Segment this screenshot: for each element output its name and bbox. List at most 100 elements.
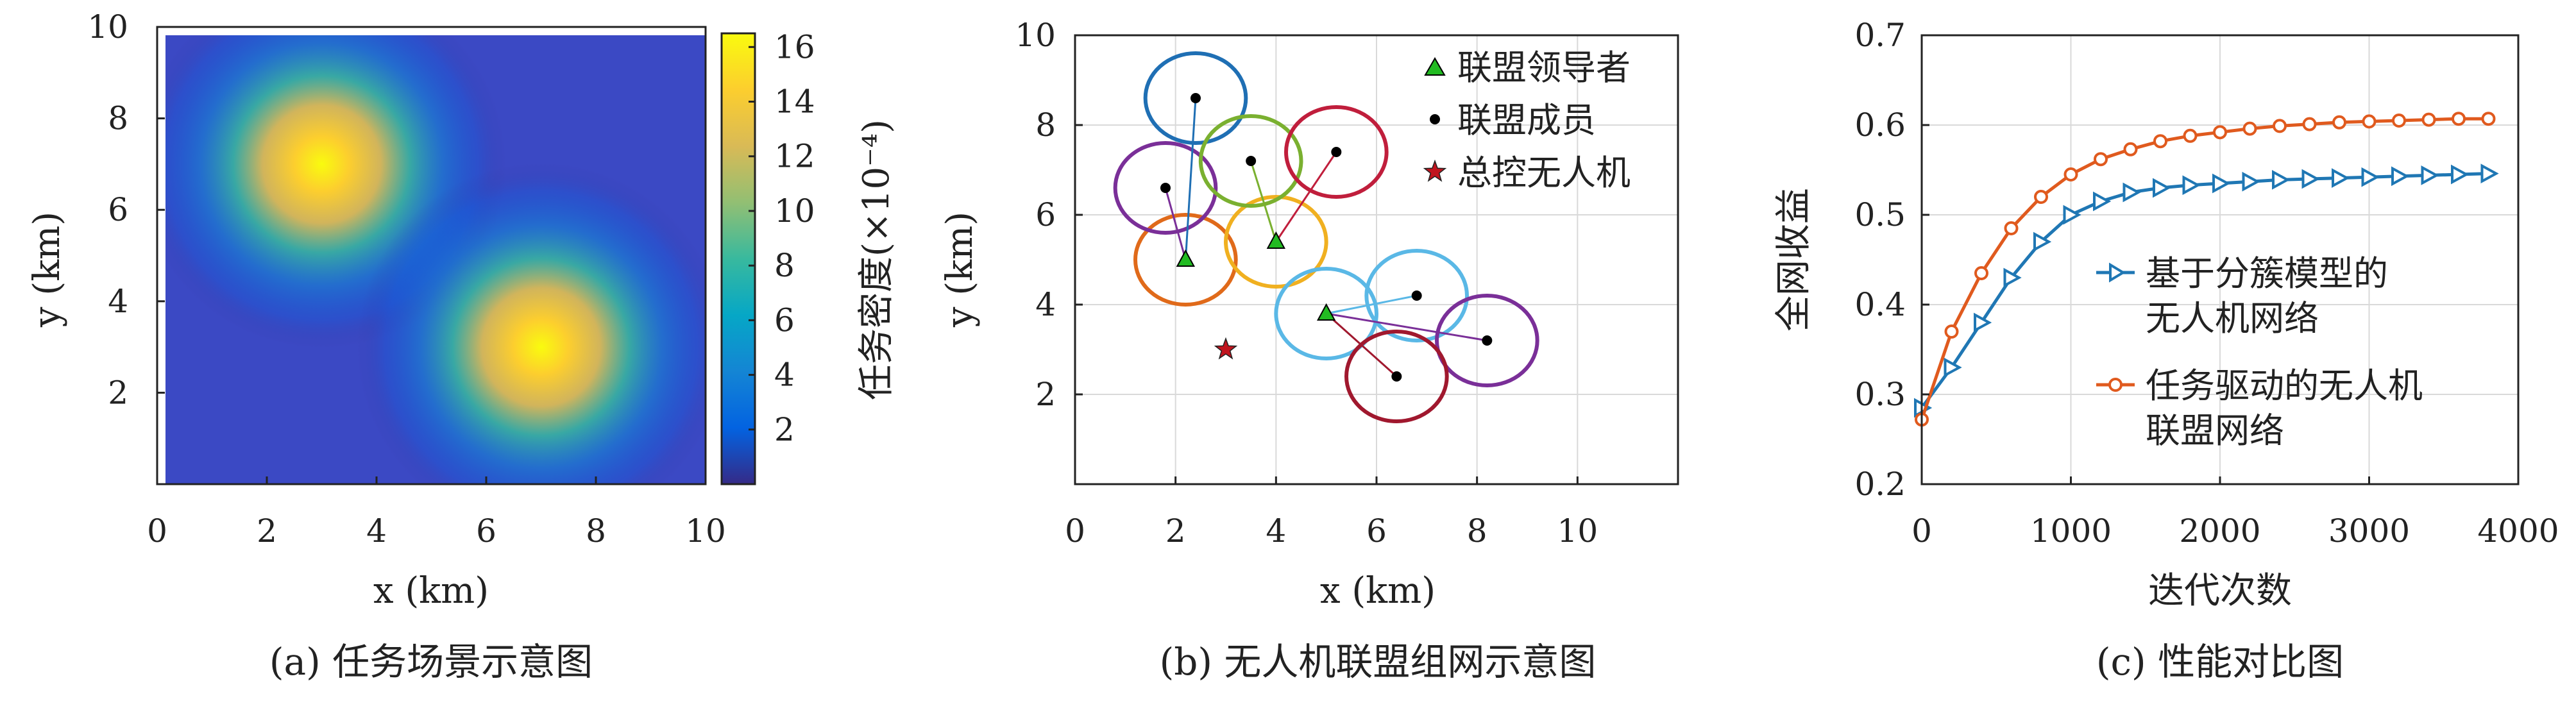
series-point (1944, 357, 1962, 378)
heatmap-y-tick-label: 8 (108, 100, 128, 137)
line-y-tick-label: 0.2 (1854, 466, 1906, 503)
heatmap-peak (357, 162, 706, 484)
heatmap-y-axis-label: y (km) (26, 212, 68, 328)
heatmap-x-tick-label: 2 (257, 512, 277, 550)
series-point (2182, 175, 2201, 196)
series-point (2332, 168, 2350, 188)
network-y-tick-label: 10 (1015, 17, 1056, 54)
series-point (2362, 114, 2377, 129)
member-coverage-circle (1113, 141, 1218, 235)
series-point (2242, 121, 2257, 136)
series-point (2034, 190, 2048, 204)
network-x-tick-label: 2 (1165, 512, 1186, 550)
legend-series-blue-marker (2109, 262, 2126, 283)
series-point (2302, 117, 2317, 131)
series-point (2451, 164, 2470, 185)
series-point (2391, 166, 2410, 187)
series-point (2093, 191, 2112, 212)
member-coverage-circle (1364, 249, 1470, 342)
network-y-tick-label: 4 (1035, 286, 1056, 323)
series-point (2004, 221, 2019, 235)
heatmap-y-tick-label: 10 (87, 8, 128, 46)
line-x-axis-label: 迭代次数 (2148, 570, 2292, 612)
line-y-tick-label: 0.7 (1854, 17, 1906, 54)
series-point (1974, 266, 1988, 280)
heatmap-y-tick-label: 4 (108, 283, 128, 320)
series-point (2213, 125, 2227, 140)
legend-controller-label: 总控无人机 (1457, 153, 1631, 193)
leader-marker (1176, 249, 1196, 267)
legend-series-blue-label-line1: 基于分簇模型的 (2146, 253, 2388, 294)
legend-member-marker (1430, 114, 1440, 124)
heatmap-x-axis-label: x (km) (373, 570, 489, 612)
leader-marker (1266, 231, 1286, 249)
colorbar-tick-label: 6 (774, 301, 795, 339)
coalition-link (1184, 97, 1197, 260)
controller-marker (1214, 337, 1238, 360)
line-x-tick-label: 1000 (2030, 512, 2112, 550)
member-marker (1331, 147, 1342, 157)
series-point (2452, 112, 2466, 126)
line-y-tick-label: 0.4 (1854, 286, 1906, 323)
series-point (2421, 165, 2439, 185)
coalition-link (1326, 294, 1417, 315)
network-x-tick-label: 10 (1557, 512, 1598, 550)
panel-b: 0 2 4 6 8 10 2 4 6 8 10 x (km) y (km) 联盟领导者 联盟成员 … (939, 17, 1679, 684)
leader-marker (1316, 303, 1336, 321)
series-point (2392, 114, 2406, 128)
network-x-tick-label: 4 (1266, 512, 1286, 550)
series-point (2123, 182, 2141, 203)
series-point (2332, 115, 2346, 130)
network-legend: 联盟领导者 联盟成员 总控无人机 (1423, 47, 1631, 193)
series-point (2033, 232, 2052, 252)
member-marker (1411, 290, 1422, 301)
member-coverage-circle (1198, 114, 1303, 208)
line-x-tick-label: 2000 (2179, 512, 2260, 550)
colorbar-tick-label: 8 (774, 247, 795, 284)
leader-coverage-circle (1133, 213, 1238, 307)
caption-b: (b) 无人机联盟组网示意图 (1160, 640, 1597, 684)
network-y-tick-label: 6 (1035, 196, 1056, 233)
member-marker (1482, 335, 1493, 346)
series-point (2301, 169, 2320, 189)
heatmap-frame (156, 26, 707, 485)
line-y-tick-label: 0.5 (1854, 196, 1906, 233)
legend-leader-label: 联盟领导者 (1457, 47, 1631, 88)
series-point (2273, 119, 2287, 133)
coalition-link (1326, 312, 1487, 342)
legend-member-label: 联盟成员 (1457, 100, 1596, 140)
network-x-tick-label: 0 (1065, 512, 1085, 550)
series-point (1944, 324, 1959, 339)
coalition-link (1275, 151, 1337, 242)
network-x-tick-label: 6 (1366, 512, 1387, 550)
series-point (2063, 167, 2078, 181)
line-x-tick-label: 0 (1911, 512, 1932, 550)
leader-coverage-circle (1274, 267, 1379, 360)
series-point (2183, 128, 2198, 143)
legend-leader-marker (1424, 56, 1446, 76)
heatmap-x-tick-label: 0 (147, 512, 167, 550)
series-point (2063, 205, 2081, 225)
network-y-axis-label: y (km) (939, 212, 981, 328)
network-x-axis-label: x (km) (1320, 570, 1436, 612)
member-marker (1191, 93, 1201, 103)
colorbar-tick-label: 16 (774, 28, 815, 65)
legend-series-orange-label-line1: 任务驱动的无人机 (2146, 366, 2423, 406)
coalition-link (1164, 187, 1187, 260)
member-marker (1391, 371, 1402, 382)
network-x-tick-label: 8 (1467, 512, 1487, 550)
line-y-tick-label: 0.6 (1854, 106, 1906, 144)
heatmap-area (165, 35, 706, 484)
line-x-tick-label: 4000 (2477, 512, 2559, 550)
network-y-tick-label: 2 (1035, 376, 1056, 413)
caption-a: (a) 任务场景示意图 (269, 640, 593, 684)
line-legend: 基于分簇模型的 无人机网络 任务驱动的无人机 联盟网络 (2096, 253, 2423, 451)
member-marker (1160, 183, 1171, 193)
series-point (2123, 142, 2138, 156)
network-y-tick-label: 8 (1035, 106, 1056, 144)
line-y-tick-label: 0.3 (1854, 376, 1906, 413)
legend-series-blue-label-line2: 无人机网络 (2146, 298, 2319, 339)
series-point (2361, 167, 2380, 187)
line-x-tick-label: 3000 (2328, 512, 2410, 550)
